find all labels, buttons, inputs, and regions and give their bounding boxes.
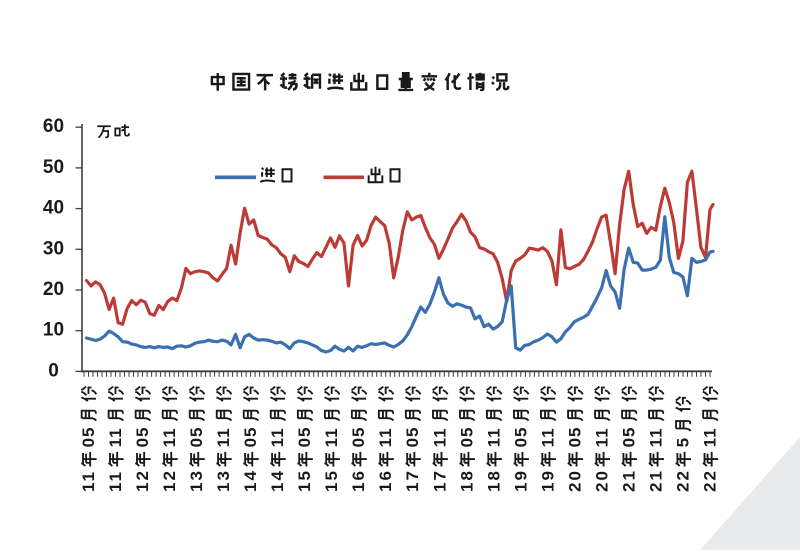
svg-text:05: 05	[79, 426, 98, 447]
svg-text:40: 40	[43, 198, 64, 219]
svg-text:11: 11	[106, 470, 125, 492]
svg-text:11: 11	[160, 427, 179, 447]
svg-text:16: 16	[376, 469, 395, 492]
svg-text:17: 17	[403, 469, 422, 492]
svg-text:11: 11	[701, 427, 720, 447]
svg-text:20: 20	[565, 469, 584, 492]
svg-text:11: 11	[268, 427, 287, 447]
svg-text:22: 22	[701, 469, 720, 492]
svg-text:10: 10	[43, 320, 64, 341]
svg-text:11: 11	[484, 427, 503, 447]
svg-text:13: 13	[187, 469, 206, 492]
svg-text:11: 11	[322, 427, 341, 447]
svg-text:30: 30	[43, 238, 64, 259]
svg-text:11: 11	[79, 470, 98, 492]
svg-text:12: 12	[133, 469, 152, 492]
svg-text:05: 05	[619, 426, 638, 447]
svg-text:22: 22	[673, 469, 692, 492]
svg-text:15: 15	[322, 469, 341, 492]
svg-text:11: 11	[214, 427, 233, 447]
svg-text:0: 0	[48, 360, 59, 381]
svg-text:5: 5	[673, 437, 692, 447]
svg-text:11: 11	[592, 427, 611, 447]
svg-text:05: 05	[295, 426, 314, 447]
svg-text:05: 05	[133, 426, 152, 447]
svg-text:11: 11	[646, 427, 665, 447]
svg-text:13: 13	[214, 469, 233, 492]
svg-text:50: 50	[43, 157, 64, 178]
svg-text:19: 19	[538, 469, 557, 492]
svg-text:14: 14	[241, 469, 260, 492]
svg-text:11: 11	[106, 427, 125, 447]
svg-text:05: 05	[349, 426, 368, 447]
svg-text:05: 05	[241, 426, 260, 447]
svg-text:05: 05	[187, 426, 206, 447]
svg-text:21: 21	[619, 469, 638, 492]
svg-text:14: 14	[268, 469, 287, 492]
svg-text:05: 05	[403, 426, 422, 447]
svg-text:17: 17	[430, 469, 449, 492]
svg-text:18: 18	[457, 469, 476, 492]
svg-text:05: 05	[511, 426, 530, 447]
svg-text:16: 16	[349, 469, 368, 492]
svg-text:05: 05	[457, 426, 476, 447]
svg-text:60: 60	[43, 116, 64, 137]
svg-text:18: 18	[484, 469, 503, 492]
svg-text:11: 11	[430, 427, 449, 447]
svg-text:11: 11	[538, 427, 557, 447]
svg-text:11: 11	[376, 427, 395, 447]
svg-text:15: 15	[295, 469, 314, 492]
svg-text:12: 12	[160, 469, 179, 492]
svg-text:20: 20	[592, 469, 611, 492]
svg-text:21: 21	[646, 469, 665, 492]
svg-text:20: 20	[43, 279, 64, 300]
svg-text:19: 19	[511, 469, 530, 492]
svg-text:05: 05	[565, 426, 584, 447]
